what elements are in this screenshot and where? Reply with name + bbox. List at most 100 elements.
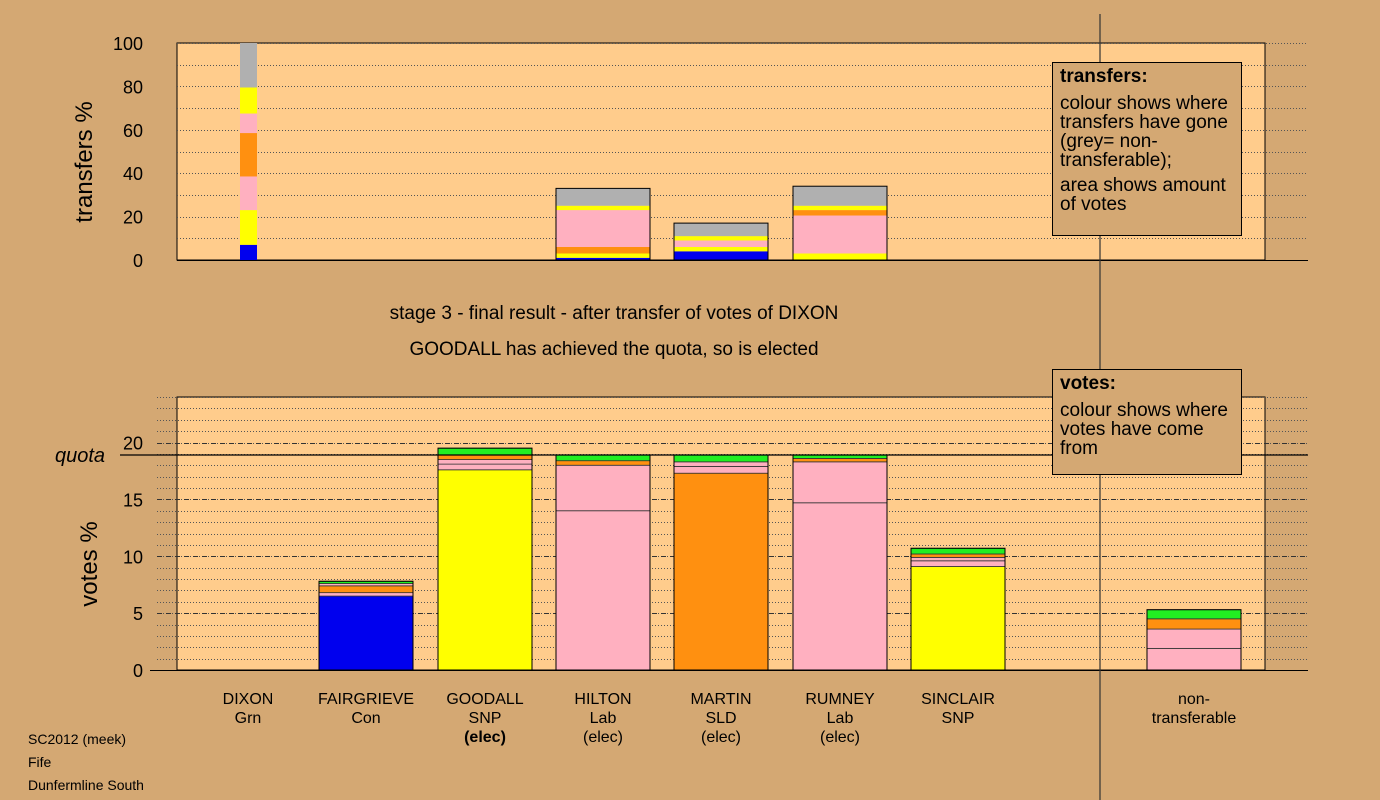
bar-segment — [910, 547, 1006, 555]
bar-segment — [793, 210, 887, 216]
y-tick-label: 15 — [123, 490, 143, 510]
y-tick-label: 10 — [123, 547, 143, 567]
bar-segment — [674, 246, 768, 252]
candidate-label: HILTON Lab (elec) — [543, 690, 663, 747]
candidate-party: SNP — [941, 710, 975, 727]
candidate-party: Lab — [826, 710, 854, 727]
y-tick-label: 40 — [123, 164, 143, 184]
transfers-legend-line1: colour shows where transfers have gone (… — [1060, 93, 1228, 171]
bar-segment — [556, 188, 650, 206]
bar-segment — [1146, 609, 1242, 620]
candidate-party: Con — [351, 710, 381, 727]
transfers-legend: transfers: colour shows where transfers … — [1052, 62, 1242, 236]
bar-segment — [437, 454, 533, 460]
bar-segment — [793, 186, 887, 206]
stage-heading: stage 3 - final result - after transfer … — [389, 303, 839, 324]
bar-segment — [555, 460, 651, 466]
candidate-name: RUMNEY — [805, 691, 875, 708]
candidate-status: (elec) — [819, 729, 860, 746]
candidate-party: SLD — [705, 710, 737, 727]
bar-segment — [793, 215, 887, 254]
bar-segment — [910, 566, 1006, 671]
candidate-label: MARTIN SLD (elec) — [661, 690, 781, 747]
candidate-party: Lab — [589, 710, 617, 727]
bar-segment — [240, 244, 257, 260]
transfers-axis-title: transfers % — [71, 101, 98, 223]
votes-axis-title: votes % — [76, 521, 103, 607]
bar-segment — [556, 210, 650, 247]
bar-segment — [555, 454, 651, 462]
y-tick-label: 60 — [123, 121, 143, 141]
bar-segment — [910, 560, 1006, 567]
candidate-status: (elec) — [582, 729, 623, 746]
bar-segment — [1146, 628, 1242, 649]
election-label: SC2012 (meek) — [28, 731, 127, 747]
bar-segment — [1146, 647, 1242, 671]
candidate-party: Grn — [234, 710, 262, 727]
result-heading: GOODALL has achieved the quota, so is el… — [409, 339, 819, 360]
bar-segment — [437, 459, 533, 465]
bar-segment — [674, 223, 768, 237]
bar-segment — [673, 454, 769, 463]
y-tick-label: 5 — [133, 604, 143, 624]
bar-segment — [674, 251, 768, 260]
bar-segment — [437, 463, 533, 471]
bar-segment — [792, 461, 888, 504]
bar-segment — [240, 113, 257, 134]
bar-segment — [793, 205, 887, 211]
bar-segment — [910, 553, 1006, 558]
bar-segment — [240, 133, 257, 177]
y-tick-label: 20 — [123, 208, 143, 228]
candidate-label: RUMNEY Lab (elec) — [780, 690, 900, 747]
y-tick-label: 20 — [123, 434, 143, 454]
candidate-status: (elec) — [464, 729, 506, 746]
candidate-name: FAIRGRIEVE — [317, 691, 415, 708]
bar-segment — [556, 246, 650, 254]
quota-label: quota — [55, 445, 105, 467]
ward-label: Dunfermline South — [28, 777, 144, 793]
votes-legend: votes: colour shows where votes have com… — [1052, 369, 1242, 475]
candidate-label: FAIRGRIEVE Con — [306, 690, 426, 728]
bar-segment — [318, 595, 414, 671]
bar-segment — [792, 458, 888, 463]
candidate-label: non-transferable — [1134, 690, 1254, 728]
y-tick-label: 0 — [133, 251, 143, 271]
candidate-name: GOODALL — [446, 691, 524, 708]
bar-segment — [555, 510, 651, 671]
bar-segment — [793, 253, 887, 260]
candidate-name: SINCLAIR — [921, 691, 995, 708]
candidate-label: GOODALL SNP (elec) — [425, 690, 545, 747]
bar-segment — [792, 502, 888, 671]
transfers-legend-title: transfers: — [1060, 66, 1148, 87]
bar-segment — [437, 447, 533, 456]
candidate-name: DIXON — [222, 691, 274, 708]
bar-segment — [240, 43, 257, 88]
bar-segment — [240, 87, 257, 114]
bar-segment — [673, 472, 769, 671]
bar-segment — [910, 556, 1006, 562]
votes-legend-title: votes: — [1060, 373, 1116, 394]
transfers-legend-line2: area shows amount of votes — [1060, 175, 1226, 215]
bar-segment — [437, 469, 533, 671]
bar-segment — [555, 464, 651, 512]
bar-segment — [240, 210, 257, 245]
bar-segment — [318, 592, 414, 597]
bar-segment — [556, 257, 650, 260]
bar-segment — [673, 465, 769, 474]
bar-segment — [556, 205, 650, 211]
candidate-name: non- — [1177, 691, 1211, 708]
candidate-party: SNP — [468, 710, 502, 727]
y-tick-label: 0 — [133, 661, 143, 681]
votes-legend-line1: colour shows where votes have come from — [1060, 400, 1228, 459]
bar-segment — [674, 240, 768, 247]
bar-segment — [674, 236, 768, 241]
candidate-label: SINCLAIR SNP — [898, 690, 1018, 728]
bar-segment — [318, 585, 414, 594]
bar-segment — [1146, 618, 1242, 630]
candidate-label: DIXON Grn — [188, 690, 308, 728]
candidate-party: transferable — [1151, 710, 1237, 727]
candidate-status: (elec) — [700, 729, 741, 746]
y-tick-label: 100 — [113, 34, 143, 54]
bar-segment — [240, 176, 257, 211]
candidate-name: MARTIN — [690, 691, 752, 708]
